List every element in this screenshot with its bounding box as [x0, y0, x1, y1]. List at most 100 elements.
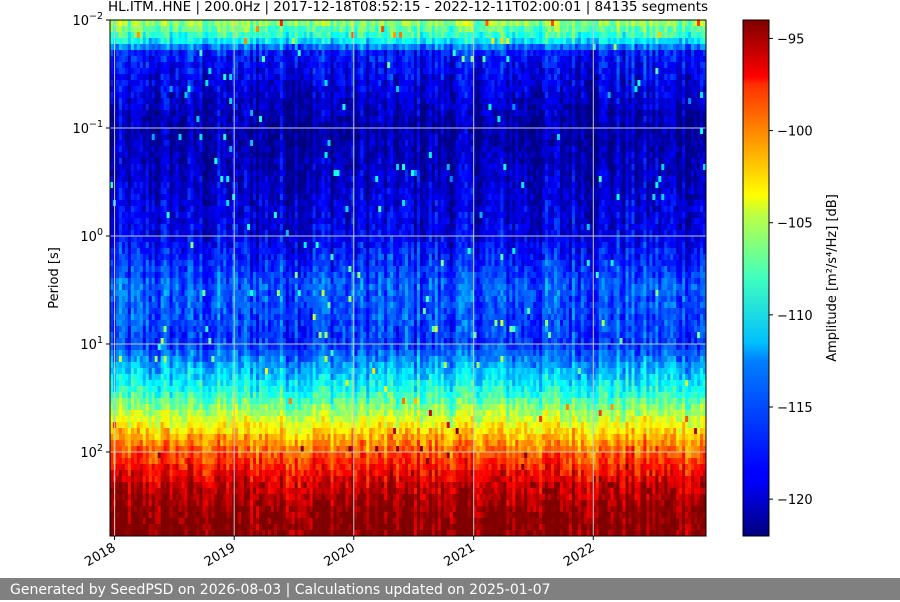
heatmap-cell: [175, 134, 180, 141]
heatmap-cell: [288, 20, 293, 27]
heatmap-cell: [431, 56, 436, 63]
heatmap-cell: [628, 92, 633, 99]
heatmap-cell: [241, 152, 245, 159]
heatmap-cell: [276, 104, 281, 111]
heatmap-cell: [211, 56, 215, 63]
heatmap-cell: [506, 128, 510, 135]
heatmap-cell: [473, 116, 478, 123]
heatmap-cell: [217, 146, 221, 153]
heatmap-cell: [437, 20, 442, 27]
heatmap-cell: [285, 26, 290, 33]
heatmap-cell: [256, 104, 260, 111]
heatmap-cell: [172, 122, 177, 129]
heatmap-cell: [649, 98, 653, 105]
heatmap-cell: [387, 104, 391, 111]
heatmap-cell: [619, 56, 624, 63]
heatmap-cell: [408, 74, 412, 81]
heatmap-cell: [154, 110, 159, 117]
heatmap-cell: [601, 104, 606, 111]
heatmap-cell: [217, 80, 221, 87]
heatmap-cell: [592, 146, 597, 153]
heatmap-cell: [124, 20, 129, 27]
heatmap-cell: [491, 68, 496, 75]
heatmap-cell: [110, 122, 114, 129]
heatmap-cell: [115, 68, 120, 75]
heatmap-cell: [375, 104, 379, 111]
heatmap-cell: [574, 32, 579, 39]
heatmap-cell: [363, 152, 367, 159]
heatmap-cell: [655, 98, 659, 105]
heatmap-cell: [613, 116, 618, 123]
heatmap-cell: [327, 80, 332, 87]
heatmap-cell: [348, 20, 352, 27]
heatmap-cell: [282, 50, 287, 57]
heatmap-cell: [166, 26, 171, 33]
heatmap-cell: [479, 80, 484, 87]
heatmap-cell: [303, 56, 308, 63]
heatmap-cell: [661, 50, 665, 57]
heatmap-cell: [691, 44, 695, 51]
heatmap-cell: [452, 110, 457, 117]
heatmap-cell: [291, 140, 296, 147]
heatmap-cell: [250, 20, 254, 27]
heatmap-cell: [390, 164, 394, 171]
heatmap-cell: [446, 146, 451, 153]
heatmap-cell: [360, 26, 364, 33]
heatmap-cell: [434, 80, 439, 87]
heatmap-cell: [175, 152, 180, 159]
heatmap-cell: [133, 80, 138, 87]
heatmap-cell: [703, 32, 706, 39]
heatmap-cell: [521, 62, 525, 69]
heatmap-cell: [118, 38, 123, 45]
heatmap-cell: [548, 104, 552, 111]
heatmap-cell: [500, 122, 504, 129]
heatmap-cell: [318, 26, 323, 33]
heatmap-cell: [190, 152, 195, 159]
heatmap-cell: [369, 146, 373, 153]
heatmap-cell: [399, 50, 403, 57]
heatmap-cell: [640, 62, 645, 69]
heatmap-cell: [324, 98, 329, 105]
heatmap-cell: [607, 86, 612, 93]
heatmap-cell: [580, 80, 585, 87]
heatmap-cell: [157, 26, 162, 33]
heatmap-cell: [229, 104, 233, 111]
heatmap-cell: [381, 158, 385, 165]
heatmap-cell: [530, 92, 534, 99]
heatmap-cell: [294, 140, 299, 147]
heatmap-cell: [548, 122, 552, 129]
heatmap-cell: [151, 134, 156, 141]
heatmap-cell: [291, 158, 296, 165]
heatmap-cell: [312, 134, 317, 141]
heatmap-cell: [148, 110, 153, 117]
heatmap-cell: [700, 62, 704, 69]
heatmap-cell: [253, 56, 257, 63]
heatmap-cell: [577, 74, 582, 81]
heatmap-cell: [339, 104, 344, 111]
heatmap-cell: [562, 74, 567, 81]
heatmap-cell: [539, 50, 543, 57]
heatmap-cell: [586, 32, 591, 39]
heatmap-cell: [229, 134, 233, 141]
heatmap-cell: [148, 158, 153, 165]
heatmap-cell: [127, 158, 132, 165]
heatmap-cell: [410, 20, 415, 27]
heatmap-cell: [434, 44, 439, 51]
heatmap-cell: [446, 38, 451, 45]
heatmap-cell: [583, 80, 588, 87]
heatmap-cell: [506, 74, 510, 81]
heatmap-cell: [509, 98, 513, 105]
heatmap-cell: [476, 164, 481, 171]
heatmap-cell: [652, 134, 656, 141]
heatmap-cell: [637, 44, 642, 51]
heatmap-cell: [136, 26, 141, 33]
heatmap-cell: [381, 38, 385, 45]
heatmap-cell: [625, 86, 630, 93]
heatmap-cell: [214, 80, 218, 87]
heatmap-cell: [577, 50, 582, 57]
heatmap-cell: [467, 158, 472, 165]
heatmap-cell: [190, 164, 195, 171]
heatmap-cell: [554, 20, 558, 27]
heatmap-cell: [387, 26, 391, 33]
heatmap-cell: [485, 20, 490, 27]
